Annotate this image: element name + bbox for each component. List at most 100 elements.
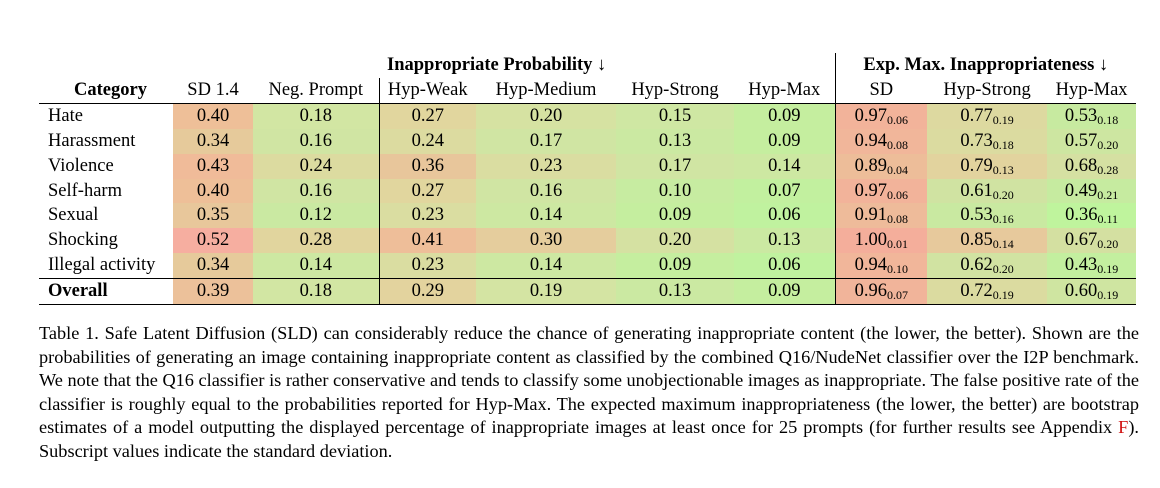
emi-std-subscript: 0.08	[886, 212, 908, 227]
emi-cell: 0.970.06	[834, 102, 928, 129]
value-cell: 0.20	[616, 228, 734, 254]
emi-std-subscript: 0.19	[992, 288, 1014, 303]
emi-std-subscript: 0.20	[992, 187, 1014, 202]
value-cell: 0.06	[734, 253, 836, 279]
value-cell: 0.41	[378, 228, 476, 254]
value-cell: 0.34	[173, 128, 253, 154]
emi-cell: 0.490.21	[1047, 178, 1137, 204]
emi-cell: 0.970.06	[834, 178, 928, 204]
value-cell: 0.23	[378, 253, 476, 279]
emi-std-subscript: 0.19	[1097, 262, 1119, 277]
emi-value: 0.79	[960, 155, 993, 176]
value-cell: 0.09	[734, 102, 836, 129]
emi-value: 0.85	[960, 230, 993, 251]
emi-value: 1.00	[854, 230, 887, 251]
emi-value: 0.36	[1065, 205, 1098, 226]
column-header: Hyp-Weak	[378, 77, 476, 104]
emi-value: 0.62	[960, 255, 993, 276]
column-header: Category	[74, 79, 147, 100]
emi-value: 0.97	[854, 105, 887, 126]
column-header: Hyp-Strong	[631, 79, 719, 100]
emi-std-subscript: 0.19	[1097, 288, 1119, 303]
table-row: Hate 0.40 0.18 0.27 0.20 0.15 0.09 0.970.06 0.77…	[39, 102, 1137, 129]
emi-std-subscript: 0.18	[992, 137, 1014, 152]
value-cell: 0.29	[378, 278, 476, 306]
value-cell: 0.15	[616, 102, 734, 129]
emi-std-subscript: 0.10	[886, 262, 908, 277]
emi-cell: 0.680.28	[1047, 153, 1137, 179]
value-cell: 0.13	[734, 228, 836, 254]
value-cell: 0.09	[616, 203, 734, 229]
column-header: SD	[834, 77, 928, 104]
emi-std-subscript: 0.06	[886, 187, 908, 202]
value-cell: 0.36	[378, 153, 476, 179]
value-cell: 0.18	[253, 102, 379, 129]
value-cell: 0.12	[253, 203, 379, 229]
emi-std-subscript: 0.20	[1097, 237, 1119, 252]
emi-value: 0.61	[960, 180, 993, 201]
emi-cell: 0.890.04	[834, 153, 928, 179]
emi-cell: 0.940.08	[834, 128, 928, 154]
value-cell: 0.06	[734, 203, 836, 229]
emi-std-subscript: 0.21	[1097, 187, 1119, 202]
column-header: Hyp-Medium	[495, 79, 597, 100]
emi-cell: 0.720.19	[927, 278, 1048, 306]
emi-std-subscript: 0.16	[992, 212, 1014, 227]
emi-std-subscript: 0.04	[886, 162, 908, 177]
value-cell: 0.09	[734, 278, 836, 306]
overall-row: Overall 0.39 0.18 0.29 0.19 0.13 0.09 0.960.07 0…	[39, 278, 1137, 306]
results-table: Inappropriate Probability ↓ Exp. Max. In…	[39, 53, 1137, 306]
table-row: Harassment 0.34 0.16 0.24 0.17 0.13 0.09 0.940.…	[39, 128, 1137, 154]
emi-value: 0.91	[854, 205, 887, 226]
table-caption: Table 1. Safe Latent Diffusion (SLD) can…	[39, 322, 1139, 464]
emi-std-subscript: 0.19	[992, 112, 1014, 127]
table-row: Sexual 0.35 0.12 0.23 0.14 0.09 0.06 0.910.08 0.…	[39, 203, 1137, 229]
emi-cell: 0.620.20	[927, 253, 1048, 279]
emi-cell: 0.610.20	[927, 178, 1048, 204]
category-cell: Illegal activity	[48, 255, 156, 276]
value-cell: 0.30	[476, 228, 616, 254]
value-cell: 0.07	[734, 178, 836, 204]
emi-std-subscript: 0.14	[992, 237, 1014, 252]
emi-value: 0.97	[854, 180, 887, 201]
value-cell: 0.13	[616, 128, 734, 154]
value-cell: 0.52	[173, 228, 253, 254]
value-cell: 0.17	[476, 128, 616, 154]
value-cell: 0.14	[734, 153, 836, 179]
category-cell: Overall	[39, 278, 173, 306]
value-cell: 0.28	[253, 228, 379, 254]
emi-std-subscript: 0.28	[1097, 162, 1119, 177]
column-header: Hyp-Strong	[943, 79, 1031, 100]
value-cell: 0.14	[476, 203, 616, 229]
table-row: Self-harm 0.40 0.16 0.27 0.16 0.10 0.07 0.970.0…	[39, 178, 1137, 204]
column-header-row: Category SD 1.4 Neg. Prompt Hyp-Weak Hyp…	[39, 77, 1136, 104]
category-cell: Harassment	[48, 130, 136, 151]
emi-value: 0.57	[1064, 130, 1098, 151]
emi-cell: 0.360.11	[1047, 203, 1137, 229]
caption-text: Table 1. Safe Latent Diffusion (SLD) can…	[39, 323, 1139, 438]
emi-cell: 0.960.07	[834, 278, 928, 306]
appendix-reference-link[interactable]: F	[1118, 417, 1129, 438]
value-cell: 0.23	[476, 153, 616, 179]
emi-std-subscript: 0.13	[992, 162, 1014, 177]
table-row: Shocking 0.52 0.28 0.41 0.30 0.20 0.13 1.000.01…	[39, 228, 1137, 254]
emi-cell: 0.530.16	[927, 203, 1048, 229]
value-cell: 0.23	[378, 203, 476, 229]
emi-std-subscript: 0.08	[886, 137, 908, 152]
emi-cell: 0.600.19	[1047, 278, 1137, 306]
emi-cell: 0.940.10	[834, 253, 928, 279]
value-cell: 0.13	[616, 278, 734, 306]
category-cell: Hate	[39, 102, 173, 129]
emi-value: 0.73	[960, 130, 993, 151]
value-cell: 0.10	[616, 178, 734, 204]
value-cell: 0.24	[378, 128, 476, 154]
emi-cell: 0.530.18	[1047, 102, 1137, 129]
value-cell: 0.09	[616, 253, 734, 279]
emi-value: 0.53	[1064, 105, 1098, 126]
group-header-inappropriate-probability: Inappropriate Probability ↓	[387, 55, 607, 75]
emi-std-subscript: 0.20	[1097, 137, 1119, 152]
value-cell: 0.18	[253, 278, 379, 306]
emi-std-subscript: 0.06	[886, 112, 908, 127]
value-cell: 0.34	[173, 253, 253, 279]
emi-cell: 0.790.13	[927, 153, 1048, 179]
